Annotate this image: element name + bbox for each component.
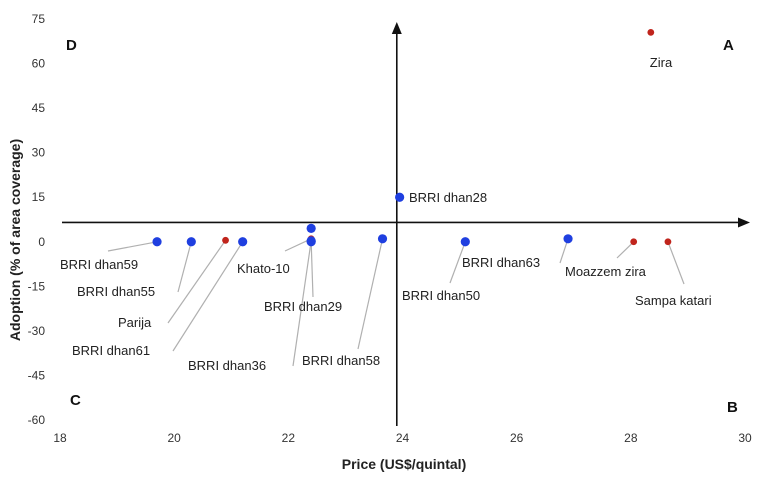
y-tick-label: -15	[28, 279, 46, 293]
leader-line	[292, 240, 312, 367]
point-label: Khato-10	[237, 261, 290, 276]
data-point	[664, 238, 672, 246]
data-point	[630, 238, 638, 246]
y-tick-label: 0	[38, 235, 45, 249]
data-point	[306, 223, 316, 234]
y-axis-title: Adoption (% of area coverage)	[7, 139, 23, 341]
point-label: Parija	[118, 315, 152, 330]
data-point	[563, 234, 573, 244]
leader-line	[107, 241, 158, 252]
data-point	[186, 237, 196, 247]
x-tick-label: 20	[167, 431, 181, 445]
y-tick-label: 60	[32, 57, 46, 71]
leader-line	[667, 241, 685, 285]
leader-line	[177, 241, 192, 293]
point-label: BRRI dhan58	[302, 353, 380, 368]
y-tick-label: 15	[32, 190, 46, 204]
x-axis-title: Price (US$/quintal)	[342, 456, 466, 472]
data-points	[152, 28, 672, 247]
data-point	[395, 192, 405, 202]
point-label: BRRI dhan61	[72, 343, 150, 358]
quadrant-label-d: D	[66, 37, 77, 54]
leader-line	[449, 241, 466, 284]
quadrant-label-a: A	[723, 37, 734, 54]
leader-line	[357, 238, 384, 350]
y-tick-label: 75	[32, 12, 46, 26]
quadrant-label-b: B	[727, 399, 738, 416]
point-label: BRRI dhan55	[77, 284, 155, 299]
y-tick-labels: 75 60 45 30 15 0 -15 -30 -45 -60	[28, 12, 46, 427]
point-label: BRRI dhan50	[402, 288, 480, 303]
leader-line	[167, 239, 227, 324]
point-label: BRRI dhan59	[60, 257, 138, 272]
data-point	[647, 28, 655, 36]
data-point	[460, 237, 470, 247]
x-tick-label: 22	[282, 431, 296, 445]
leader-line	[172, 241, 244, 352]
point-label: Zira	[650, 55, 673, 70]
y-tick-label: 30	[32, 146, 46, 160]
x-tick-label: 26	[510, 431, 524, 445]
y-tick-label: 45	[32, 101, 46, 115]
y-tick-label: -60	[28, 413, 46, 427]
x-tick-label: 30	[738, 431, 752, 445]
y-tick-label: -45	[28, 368, 46, 382]
data-point	[306, 236, 316, 246]
point-label: BRRI dhan63	[462, 255, 540, 270]
x-tick-label: 18	[53, 431, 67, 445]
data-point	[152, 237, 162, 247]
x-tick-labels: 18 20 22 24 26 28 30	[53, 431, 752, 445]
horizontal-axis-arrow	[738, 217, 750, 228]
leader-line	[616, 241, 635, 259]
point-label: Moazzem zira	[565, 264, 647, 279]
x-tick-label: 24	[396, 431, 410, 445]
point-label: BRRI dhan29	[264, 299, 342, 314]
point-label: Sampa katari	[635, 293, 712, 308]
leader-line	[310, 241, 314, 298]
vertical-axis-arrow	[391, 22, 402, 34]
data-point	[222, 236, 229, 244]
y-tick-label: -30	[28, 324, 46, 338]
x-tick-label: 28	[624, 431, 638, 445]
data-point	[377, 234, 388, 244]
point-labels: Zira BRRI dhan28 BRRI dhan59 BRRI dhan55 Par…	[60, 55, 712, 373]
point-label: BRRI dhan28	[409, 190, 487, 205]
point-label: BRRI dhan36	[188, 358, 266, 373]
quadrant-label-c: C	[70, 392, 81, 409]
data-point	[238, 237, 248, 247]
